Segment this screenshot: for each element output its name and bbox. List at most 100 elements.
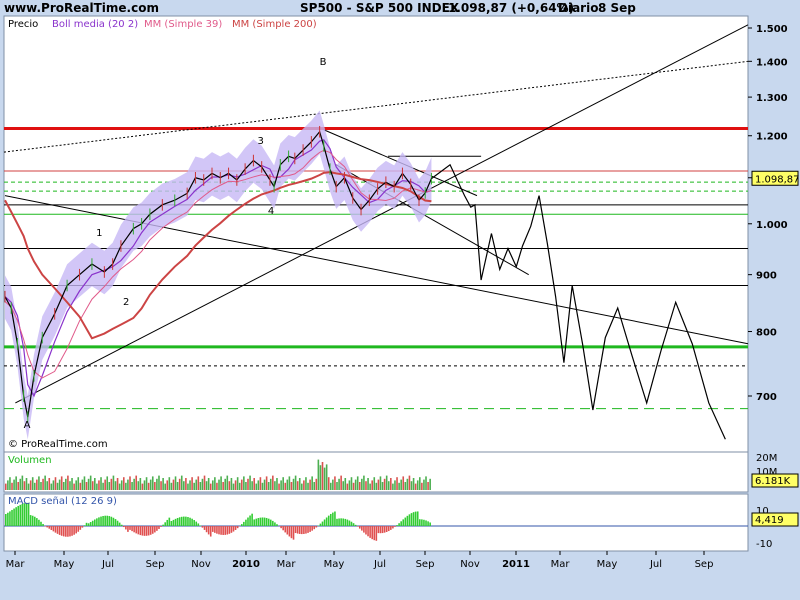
macd-bar <box>305 526 307 534</box>
volume-bar <box>197 476 200 490</box>
macd-bar <box>257 518 260 526</box>
wave-annotation: 2 <box>123 297 129 308</box>
macd-bar <box>145 526 148 536</box>
macd-bar <box>212 526 214 532</box>
volume-bar <box>162 478 164 490</box>
macd-bar <box>303 526 305 534</box>
macd-bar <box>87 523 90 526</box>
macd-bar <box>33 516 36 526</box>
volume-bar <box>350 477 353 490</box>
volume-bar <box>118 483 121 490</box>
macd-bar <box>127 526 129 532</box>
x-tick-label: 2011 <box>502 559 530 570</box>
volume-bar <box>141 483 144 490</box>
macd-bar <box>193 520 195 526</box>
x-tick-label: Nov <box>191 559 211 570</box>
macd-bar <box>96 518 98 526</box>
macd-bar <box>201 526 204 528</box>
volume-bar <box>44 475 46 490</box>
macd-bar <box>245 519 247 526</box>
volume-bar <box>307 482 309 490</box>
volume-bar <box>255 483 258 490</box>
volume-bar <box>332 479 334 490</box>
volume-tick: 10M <box>756 467 777 478</box>
volume-bar <box>143 480 146 490</box>
macd-bar <box>272 520 274 526</box>
volume-bar <box>253 478 255 490</box>
volume-bar <box>340 475 342 490</box>
macd-bar <box>251 513 253 526</box>
macd-bar <box>390 526 392 530</box>
volume-bar <box>236 477 239 490</box>
volume-bar <box>216 482 218 490</box>
macd-bar <box>52 526 55 532</box>
macd-bar <box>46 526 48 528</box>
macd-bar <box>168 517 171 526</box>
macd-bar <box>17 505 20 526</box>
volume-bar <box>185 478 187 490</box>
volume-bar <box>170 482 173 490</box>
macd-bar <box>288 526 291 537</box>
macd-bar <box>147 526 150 536</box>
volume-bar <box>125 482 127 490</box>
volume-bar <box>56 482 59 490</box>
volume-bar <box>294 475 297 490</box>
macd-bar <box>301 526 303 535</box>
volume-bar <box>15 476 17 490</box>
macd-bar <box>352 523 355 526</box>
volume-bar <box>102 482 104 490</box>
volume-bar <box>296 481 299 490</box>
macd-bar <box>350 521 353 526</box>
volume-bar <box>85 482 88 490</box>
macd-bar <box>414 511 417 526</box>
macd-bar <box>313 526 316 530</box>
volume-bar <box>284 482 287 490</box>
volume-bar <box>112 475 115 490</box>
macd-bar <box>354 524 357 526</box>
volume-bar <box>94 478 96 490</box>
wave-annotation: B <box>320 57 327 68</box>
volume-bar <box>408 475 411 490</box>
volume-tick: 20M <box>756 453 777 464</box>
price-panel <box>3 15 749 453</box>
volume-bar <box>13 479 15 490</box>
macd-bar <box>342 518 345 526</box>
volume-bar <box>301 483 303 490</box>
macd-bar <box>91 520 94 526</box>
volume-bar <box>25 478 28 490</box>
macd-bar <box>340 518 342 526</box>
macd-bar <box>234 526 237 530</box>
macd-bar <box>365 526 367 535</box>
macd-bar <box>38 519 40 526</box>
volume-bar <box>404 482 407 490</box>
macd-bar <box>69 526 71 537</box>
volume-bar <box>42 478 44 490</box>
uptrend-line <box>15 24 749 404</box>
volume-bar <box>135 475 138 490</box>
volume-bar <box>174 476 177 490</box>
volume-bar <box>40 482 42 490</box>
macd-bar <box>274 522 276 526</box>
volume-bar <box>203 475 206 490</box>
volume-bar <box>303 480 305 490</box>
volume-bar <box>363 475 365 490</box>
x-tick-label: Sep <box>146 559 165 570</box>
volume-bar <box>137 481 140 490</box>
macd-bar <box>261 517 264 526</box>
macd-bar <box>381 526 384 534</box>
volume-bar <box>396 477 398 490</box>
volume-bar <box>65 478 67 490</box>
macd-bar <box>154 526 156 533</box>
volume-bar <box>323 467 326 490</box>
macd-bar <box>321 521 324 526</box>
volume-bar <box>209 483 212 490</box>
macd-bar <box>377 526 380 534</box>
macd-bar <box>336 518 338 526</box>
volume-bar <box>410 481 413 490</box>
volume-bar <box>5 483 7 490</box>
macd-bar <box>133 526 135 533</box>
volume-bar <box>50 483 53 490</box>
channel-line <box>3 60 749 153</box>
macd-bar <box>149 526 152 535</box>
volume-bar <box>423 479 425 490</box>
